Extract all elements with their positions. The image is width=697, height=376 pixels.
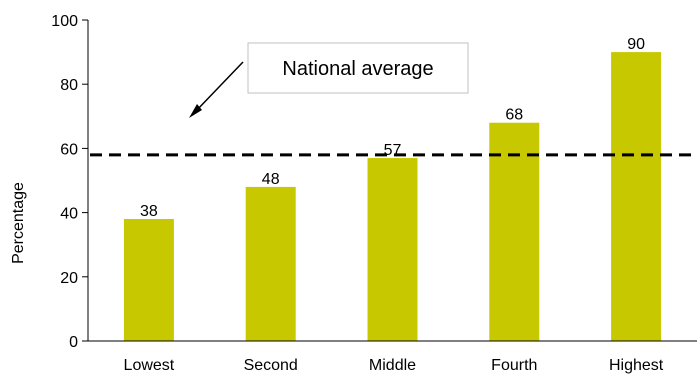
national-average-callout: National average <box>189 42 469 118</box>
callout-arrow-shaft <box>195 61 244 112</box>
callout-box <box>247 42 469 94</box>
y-axis-ticks: 0 20 40 60 80 100 <box>51 13 88 351</box>
bar-second <box>245 186 296 341</box>
bar-middle <box>367 158 418 341</box>
data-label-lowest: 38 <box>140 203 158 220</box>
y-tick-label: 60 <box>60 141 78 158</box>
x-category-label-highest: Highest <box>609 357 664 374</box>
bar-lowest <box>123 219 174 341</box>
y-tick-label: 20 <box>60 270 78 287</box>
x-category-label-lowest: Lowest <box>124 357 175 374</box>
y-tick-label: 40 <box>60 206 78 223</box>
data-label-fourth: 68 <box>505 107 523 124</box>
bars: 38 Lowest 48 Second 57 Middle 68 Fourth 90 Highes… <box>124 36 664 374</box>
y-axis-title: Percentage <box>10 182 27 264</box>
data-label-middle: 57 <box>384 142 402 159</box>
bar-fourth <box>489 122 540 341</box>
y-tick-label: 80 <box>60 77 78 94</box>
bar-highest <box>611 52 662 341</box>
x-category-label-second: Second <box>244 357 298 374</box>
y-tick-label: 100 <box>51 13 78 30</box>
x-category-label-fourth: Fourth <box>491 357 537 374</box>
callout-text: National average <box>282 58 433 80</box>
y-tick-label: 0 <box>69 334 78 351</box>
data-label-second: 48 <box>262 171 280 188</box>
x-category-label-middle: Middle <box>369 357 416 374</box>
data-label-highest: 90 <box>627 36 645 53</box>
callout-arrow-head <box>189 104 202 118</box>
